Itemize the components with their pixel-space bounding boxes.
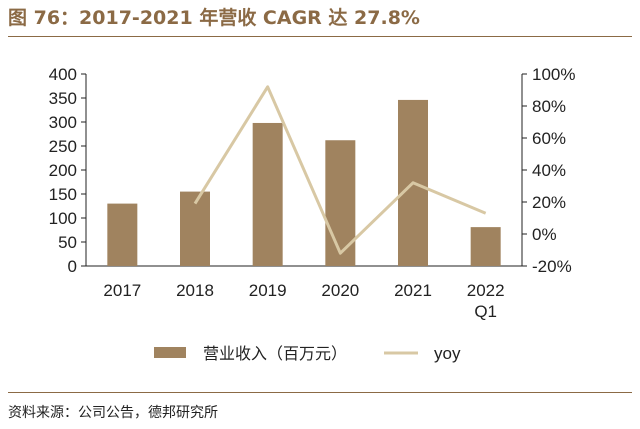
x-axis-tick-label: 2019: [249, 281, 287, 300]
left-axis-tick-label: 0: [68, 257, 77, 276]
right-axis-tick-label: 100%: [532, 65, 575, 84]
x-axis-tick-label: 2017: [103, 281, 141, 300]
x-axis-tick-label: 2020: [321, 281, 359, 300]
left-axis-tick-label: 150: [49, 185, 77, 204]
right-axis-tick-label: 20%: [532, 193, 566, 212]
left-axis-tick-label: 200: [49, 161, 77, 180]
revenue-bar: [325, 140, 356, 266]
source-note: 资料来源：公司公告，德邦研究所: [8, 405, 218, 421]
left-axis-tick-label: 350: [49, 89, 77, 108]
x-axis-tick-label: Q1: [474, 302, 497, 321]
right-axis-tick-label: 0%: [532, 225, 557, 244]
right-axis-tick-label: -20%: [532, 257, 572, 276]
left-axis-tick-label: 250: [49, 137, 77, 156]
legend-swatch-revenue: [154, 347, 186, 358]
yoy-line: [193, 85, 487, 255]
footer-divider: [8, 392, 632, 393]
legend-label-yoy: yoy: [434, 344, 461, 363]
x-axis-tick-label: 2021: [394, 281, 432, 300]
right-axis-tick-label: 80%: [532, 97, 566, 116]
right-axis-tick-label: 60%: [532, 129, 566, 148]
left-axis-tick-label: 400: [49, 65, 77, 84]
revenue-bar: [180, 191, 210, 266]
left-axis-tick-label: 100: [49, 209, 77, 228]
x-axis-tick-label: 2018: [176, 281, 214, 300]
revenue-bar: [107, 203, 138, 266]
x-axis-tick-label: 2022: [467, 281, 505, 300]
bar-line-chart: 0 50 100 150 200 250 300 350 400 -20% 0% 20% 40% 60% 8…: [49, 65, 576, 363]
title-divider: [8, 36, 632, 37]
right-axis-tick-label: 40%: [532, 161, 566, 180]
revenue-bar: [252, 122, 283, 267]
legend-label-revenue: 营业收入（百万元）: [203, 345, 347, 363]
revenue-bar: [470, 227, 501, 266]
left-axis-tick-label: 50: [58, 233, 77, 252]
chart-title: 图 76：2017-2021 年营收 CAGR 达 27.8%: [8, 7, 420, 29]
left-axis-tick-label: 300: [49, 113, 77, 132]
